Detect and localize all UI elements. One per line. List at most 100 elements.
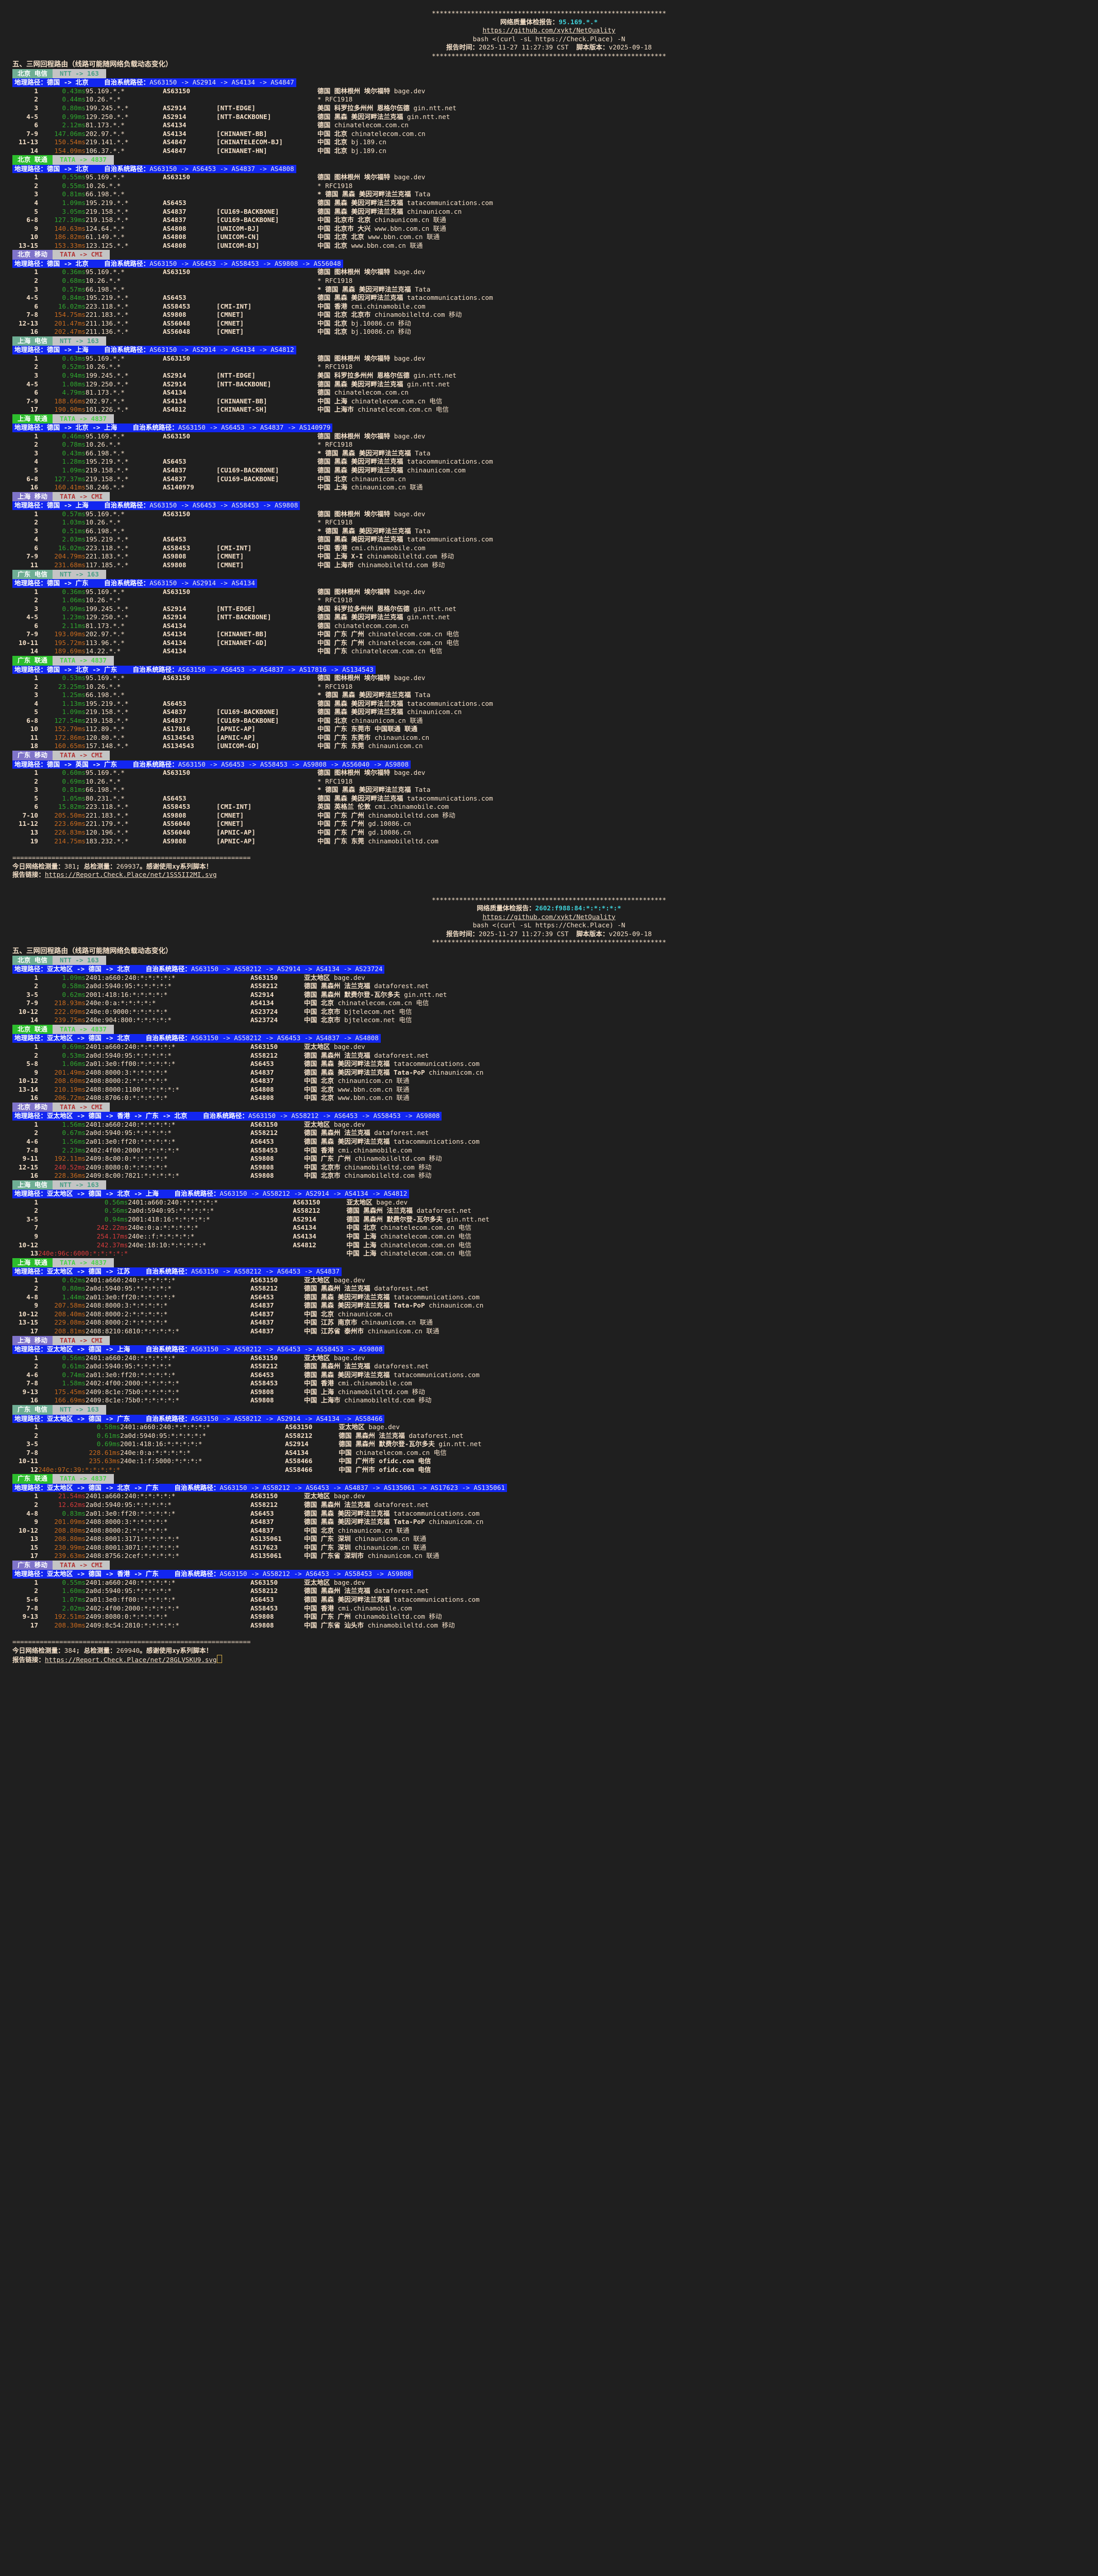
as-path-label: 自治系统路径：: [145, 1414, 191, 1422]
hop-index: 2: [34, 276, 38, 284]
hop-ip: 240e:904:800:*:*:*:*:*: [86, 1016, 172, 1024]
hop-asn: AS58466: [285, 1457, 313, 1465]
hop-asn: AS2914: [163, 104, 187, 112]
hop-latency: 0.69ms: [62, 1042, 86, 1050]
hop-latency: 208.30ms: [54, 1621, 86, 1629]
hop-table: 1 0.60ms 95.169.*.* AS63150 德国 图林根州 埃尔福特 bag…: [0, 769, 493, 845]
geo-path: 德国 -> 上海: [46, 501, 89, 510]
table-row: 16 166.69ms 2409:8c1e:75b0:*:*:*:*:* AS9808…: [0, 1396, 480, 1405]
hop-ip: 14.22.*.*: [86, 647, 121, 655]
as-path-label: 自治系统路径：: [145, 1034, 191, 1042]
hop-description: 中国 广州市 ofidc.com 电信: [339, 1465, 431, 1473]
footer-link-label: 报告链接：: [12, 1656, 45, 1664]
hop-asn: [163, 363, 216, 371]
hop-index: 6: [34, 621, 38, 630]
hop-description: 德国 黑森 美因河畔法兰克福 gin.ntt.net: [317, 380, 450, 388]
table-row: 5 3.05ms 219.158.*.* AS4837 [CU169-BACKBONE]…: [0, 208, 493, 216]
table-row: 2 1.03ms 10.26.*.* * RFC1918: [0, 518, 493, 527]
hop-network: [216, 268, 317, 277]
hop-description: 美国 科罗拉多州州 恩格尔伍德 gin.ntt.net: [317, 104, 457, 112]
table-row: 17 239.63ms 2408:8756:2cef:*:*:*:*:* AS1350…: [0, 1552, 483, 1561]
github-link[interactable]: https://github.com/xykt/NetQuality: [482, 26, 616, 35]
hop-asn: AS63150: [250, 1353, 278, 1362]
hop-description: 中国 北京 chinatelecom.com.cn 电信: [304, 999, 429, 1007]
hop-ip: 2a0d:5940:95:*:*:*:*:*: [128, 1207, 214, 1215]
geo-path: 德国 -> 北京: [46, 78, 89, 87]
hop-index: 4-8: [26, 1293, 38, 1301]
hop-index: 9: [34, 1301, 38, 1310]
hop-asn: AS58453: [250, 1146, 278, 1154]
hop-ip: 2408:8000:3:*:*:*:*:*: [86, 1518, 168, 1526]
footer-divider: ========================================…: [12, 854, 251, 862]
table-row: 3 0.94ms 199.245.*.* AS2914 [NTT-EDGE] 美国 科罗拉…: [0, 371, 456, 380]
geo-path-label: 地理路径：: [14, 1414, 47, 1422]
isp-banner: 上海 联通 TATA -> 4837: [0, 1258, 1098, 1268]
hop-ip: 81.173.*.*: [86, 388, 125, 397]
hop-index: 14: [30, 146, 38, 155]
hop-asn: AS63150: [250, 1276, 278, 1284]
footer-link-url[interactable]: https://Report.Check.Place/net/28GLVSKU9…: [44, 1656, 217, 1664]
table-row: 2 0.68ms 10.26.*.* * RFC1918: [0, 277, 493, 285]
hop-description: 亚太地区 bage.dev: [304, 1578, 365, 1586]
hop-index: 4: [34, 535, 38, 544]
hop-ip: 195.219.*.*: [86, 699, 129, 707]
table-row: 3 0.99ms 199.245.*.* AS2914 [NTT-EDGE] 美国 科罗拉…: [0, 605, 459, 614]
hop-latency: 127.39ms: [54, 216, 86, 224]
hop-latency: 0.84ms: [62, 294, 86, 302]
geo-path: 亚太地区 -> 德国 -> 北京 -> 上海: [46, 1190, 159, 1198]
hop-description: 亚太地区 bage.dev: [304, 1042, 365, 1050]
hop-description: 德国 chinatelecom.com.cn: [317, 621, 409, 630]
footer-link-url[interactable]: https://Report.Check.Place/net/1SS5II2MI…: [44, 871, 217, 879]
github-link[interactable]: https://github.com/xykt/NetQuality: [482, 912, 616, 921]
hop-ip: 2a0d:5940:95:*:*:*:*:*: [86, 1051, 172, 1059]
hop-description: 中国 广东 深圳 chinaunicom.cn 联通: [304, 1535, 427, 1543]
hop-index: 3: [34, 371, 38, 379]
table-row: 3 0.57ms 66.198.*.* * 德国 黑森 美因河畔法兰克福 Tata: [0, 285, 493, 294]
bash-command: bash <(curl -sL https://Check.Place) -N: [472, 35, 626, 43]
footer-link-label: 报告链接：: [12, 871, 45, 879]
hop-description: 中国 上海 chinaunicom.cn 联通: [317, 483, 423, 492]
hop-network: [216, 182, 317, 191]
hop-description: 德国 黑森州 法兰克福 dataforest.net: [304, 1362, 429, 1370]
hop-asn: AS9808: [163, 837, 187, 845]
hop-asn: [163, 527, 216, 536]
hop-description: 中国 上海 chinamobileltd.com 移动: [304, 1387, 425, 1396]
table-row: 1 21.54ms 2401:a660:240:*:*:*:*:* AS63150 亚太…: [0, 1492, 483, 1501]
table-row: 6 2.11ms 81.173.*.* AS4134 德国 chinatelecom.c…: [0, 622, 459, 631]
hop-latency: 192.11ms: [54, 1155, 86, 1163]
hop-description: 中国 chinatelecom.com.cn 电信: [339, 1448, 447, 1456]
hop-asn: AS58453: [250, 1379, 278, 1387]
hop-ip: 199.245.*.*: [86, 371, 129, 379]
hop-description: 亚太地区 bage.dev: [304, 1353, 365, 1362]
hop-ip: 219.158.*.*: [86, 474, 129, 483]
hop-asn: AS4134: [163, 647, 187, 655]
as-path: AS63150 -> AS58212 -> AS6453 -> AS58453 …: [219, 1570, 411, 1578]
hop-asn: AS4134: [293, 1232, 316, 1241]
hop-index: 13-14: [19, 1085, 38, 1093]
hop-latency: 218.93ms: [54, 999, 86, 1007]
hop-latency: 0.61ms: [62, 1362, 86, 1370]
hop-ip: 2a01:3e0:ff20:*:*:*:*:*: [86, 1293, 176, 1301]
hop-latency: 223.69ms: [54, 820, 86, 828]
table-row: 5 1.05ms 80.231.*.* AS6453 德国 黑森 美因河畔法兰克福 ta…: [0, 794, 493, 803]
hop-index: 13-15: [19, 1318, 38, 1327]
hop-ip: 10.26.*.*: [86, 518, 121, 527]
hop-ip: 202.97.*.*: [86, 630, 125, 638]
footer-report-link-row: 报告链接：https://Report.Check.Place/net/28GL…: [0, 1655, 1098, 1665]
hop-latency: 228.36ms: [54, 1172, 86, 1180]
hop-asn: AS4134: [163, 621, 187, 630]
hop-index: 3: [34, 104, 38, 112]
hop-index: 10: [30, 233, 38, 241]
hop-asn: AS58212: [285, 1431, 313, 1439]
hop-latency: 0.94ms: [62, 371, 86, 379]
hop-description: 中国 广东 广州 chinamobileltd.com 移动: [304, 1155, 442, 1163]
hop-index: 19: [30, 837, 38, 845]
hop-description: 中国 香港 cmi.chinamobile.com: [304, 1146, 412, 1154]
hop-network: [216, 121, 317, 130]
isp-banner: 上海 电信 NTT -> 163: [0, 1180, 1098, 1190]
geo-path: 德国 -> 北京 -> 上海: [46, 423, 117, 432]
hop-network: [CMNET]: [216, 811, 244, 819]
table-row: 7-9 188.66ms 202.97.*.* AS4134 [CHINANET-BB]…: [0, 397, 457, 406]
path-bar: 地理路径：德国 -> 北京 -> 上海 自治系统路径：AS63150 -> AS…: [0, 423, 1098, 432]
hop-asn: AS9808: [163, 552, 187, 561]
